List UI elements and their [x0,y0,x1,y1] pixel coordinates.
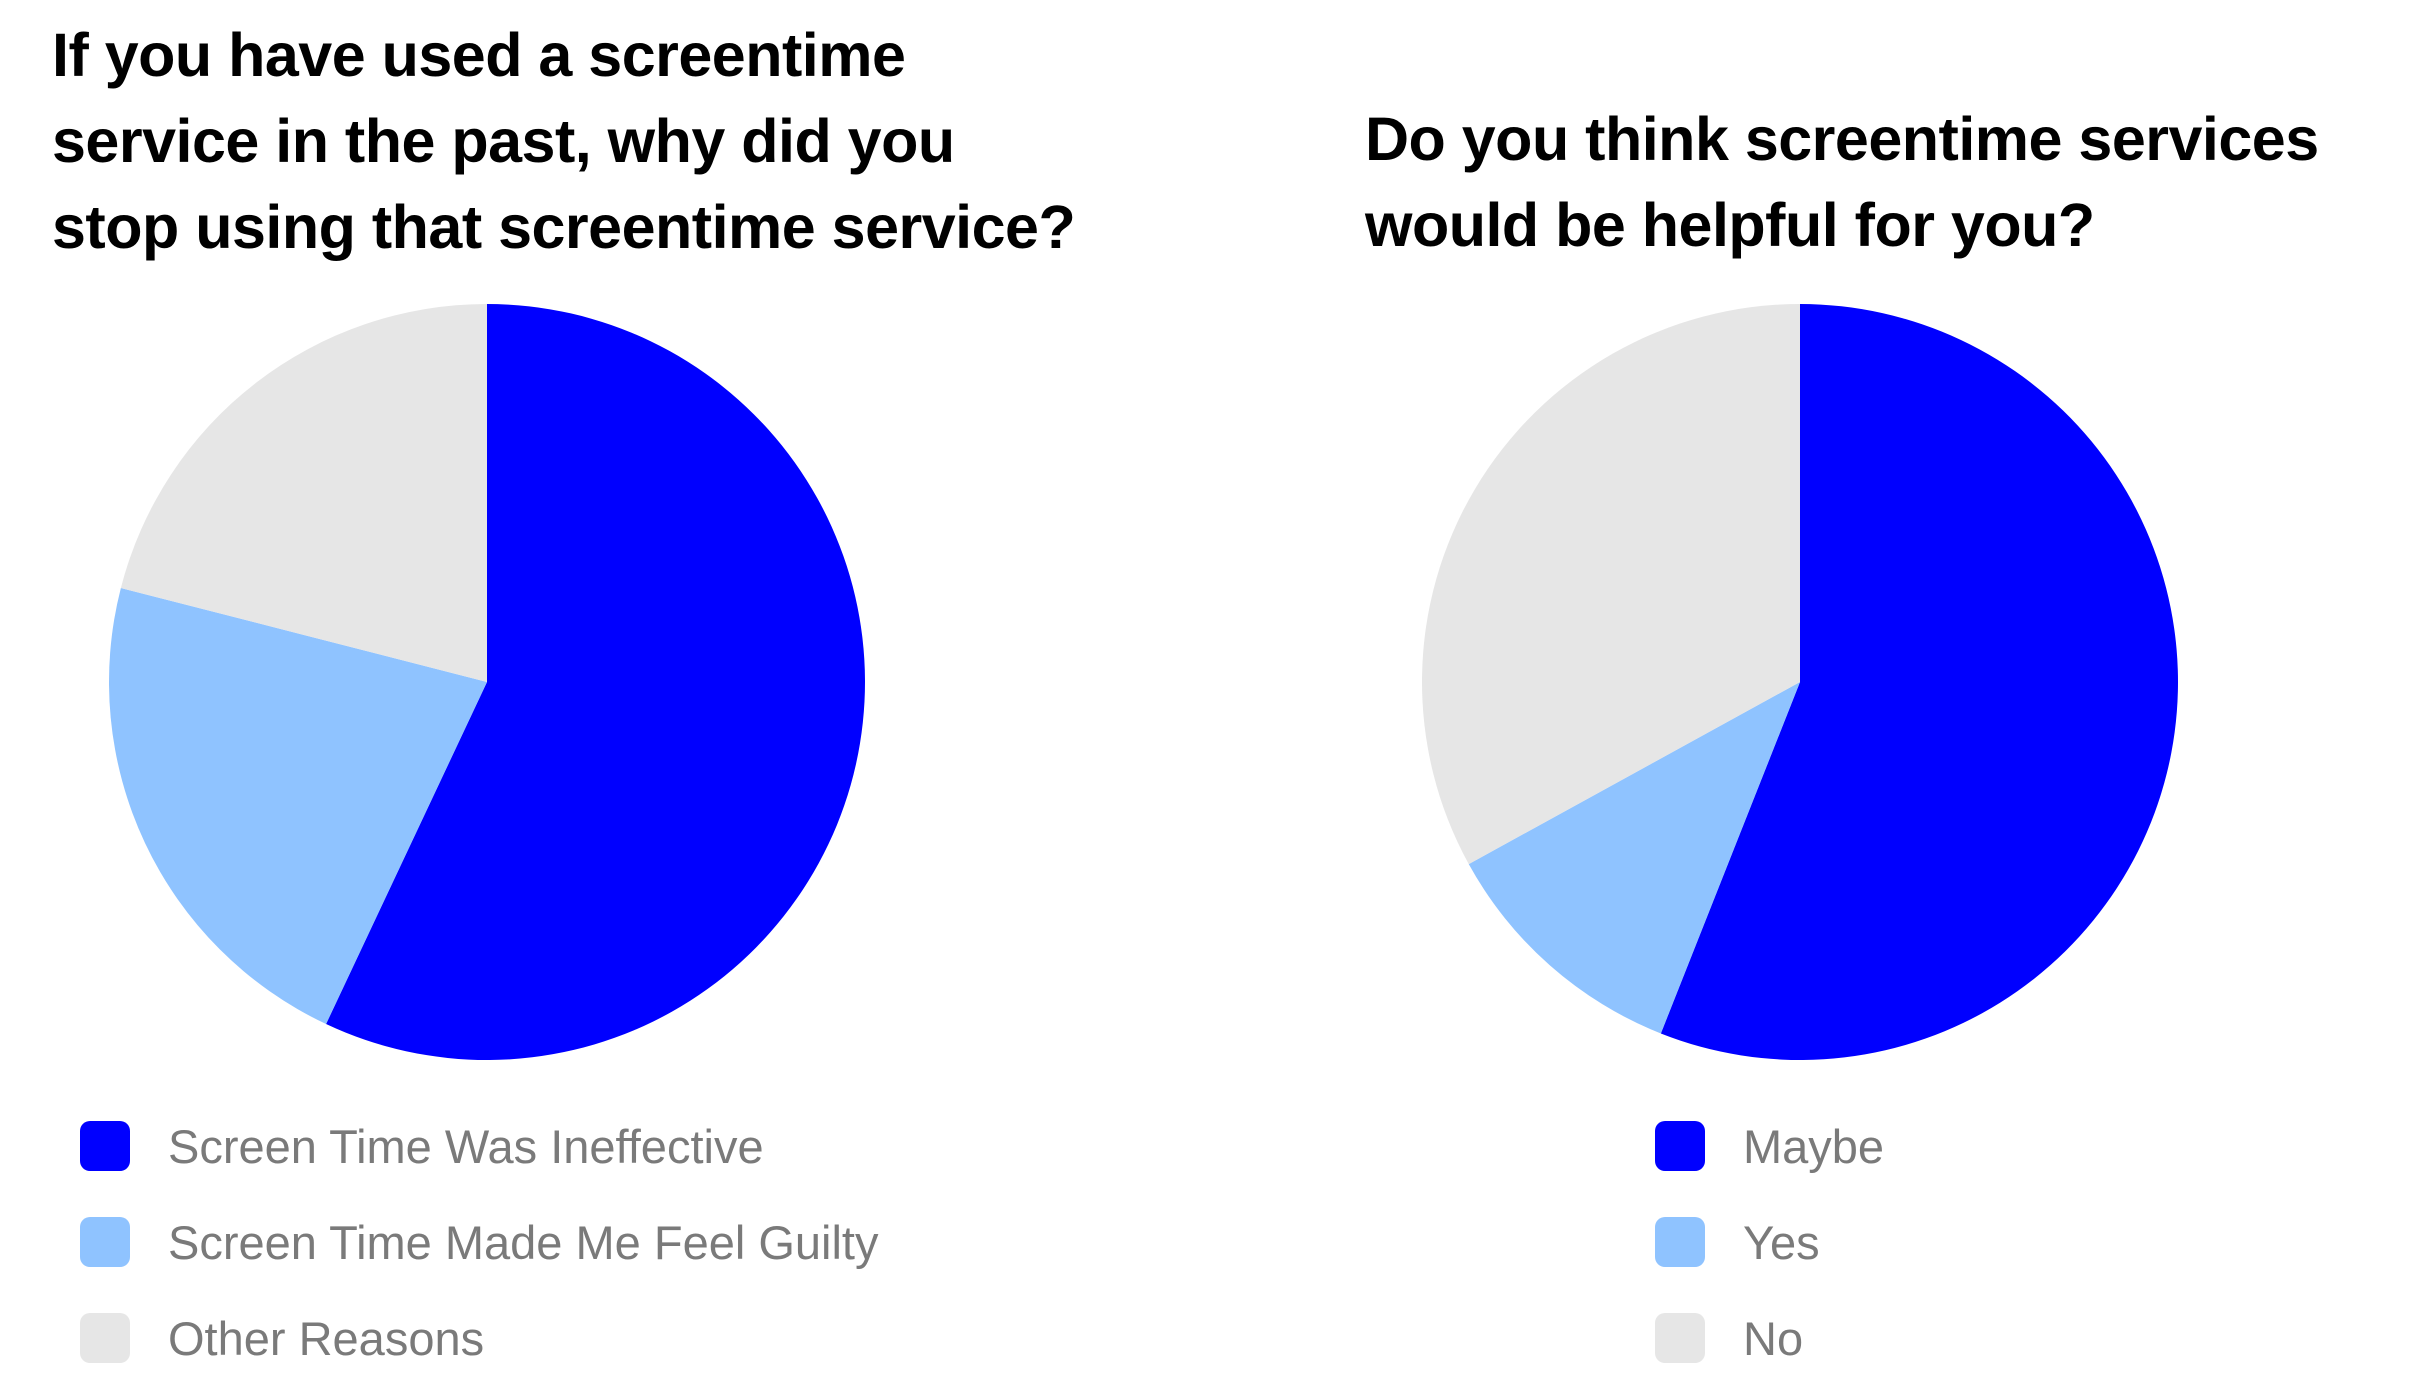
legend-swatch [1655,1121,1705,1171]
legend-item: Yes [1655,1194,1884,1290]
legend-label: Maybe [1743,1119,1885,1173]
pie-slice [326,304,866,1060]
legend-label: Screen Time Was Ineffective [168,1119,764,1173]
chart-panel-past-use: If you have used a screentime service in… [52,21,1076,1386]
pie-slice [1468,682,1800,1034]
legend-label: Yes [1743,1215,1820,1269]
legend-item: Screen Time Made Me Feel Guilty [80,1194,879,1290]
legend-label: No [1743,1311,1804,1365]
pie-slice [1660,304,2178,1060]
legend-item: No [1655,1290,1884,1386]
legend-label: Screen Time Made Me Feel Guilty [168,1215,879,1269]
legend-item: Maybe [1655,1098,1884,1194]
pie-chart [109,304,866,1060]
legend-swatch [80,1121,130,1171]
chart-legend: Screen Time Was Ineffective Screen Time … [80,1098,879,1386]
legend-label: Other Reasons [168,1311,485,1365]
legend-swatch [1655,1217,1705,1267]
pie-slice [109,587,487,1025]
legend-swatch [80,1217,130,1267]
chart-title: Do you think screentime services would b… [1365,105,2319,259]
pie-chart [1422,304,2178,1060]
legend-item: Other Reasons [80,1290,879,1386]
chart-legend: Maybe Yes No [1655,1098,1884,1386]
chart-panel-helpfulness: Do you think screentime services would b… [1215,0,2430,1392]
pie-slice [1422,304,1800,865]
legend-item: Screen Time Was Ineffective [80,1098,879,1194]
legend-swatch [80,1313,130,1363]
legend-swatch [1655,1313,1705,1363]
pie-slice [120,304,488,682]
chart-title: If you have used a screentime service in… [52,21,1076,261]
